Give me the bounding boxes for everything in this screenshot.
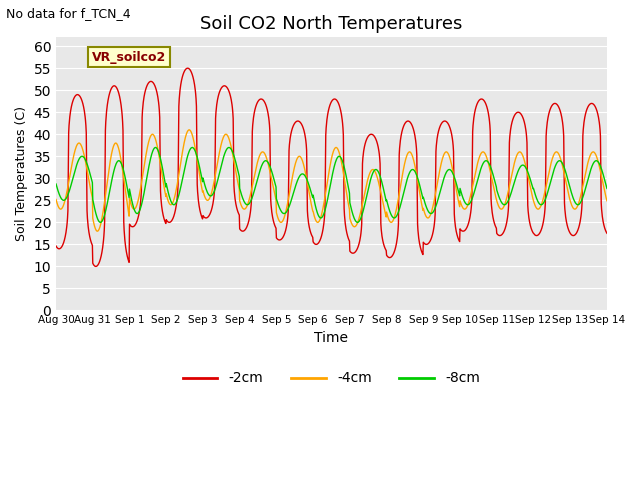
-4cm: [603, 198, 611, 204]
-8cm: [603, 186, 611, 192]
-4cm: [174, 177, 182, 182]
-8cm: [417, 186, 424, 192]
Text: No data for f_TCN_4: No data for f_TCN_4: [6, 7, 131, 20]
-2cm: [417, 245, 424, 251]
-8cm: [52, 181, 60, 187]
-4cm: [186, 127, 193, 133]
Line: -8cm: -8cm: [56, 147, 607, 222]
Text: VR_soilco2: VR_soilco2: [92, 50, 166, 63]
Line: -4cm: -4cm: [56, 130, 607, 231]
-2cm: [282, 225, 290, 230]
-8cm: [555, 158, 563, 164]
Legend: -2cm, -4cm, -8cm: -2cm, -4cm, -8cm: [177, 366, 486, 391]
-8cm: [282, 209, 290, 215]
-8cm: [97, 219, 104, 225]
-8cm: [152, 144, 159, 150]
-8cm: [269, 173, 276, 179]
-8cm: [508, 190, 515, 195]
-4cm: [555, 151, 563, 157]
-4cm: [93, 228, 101, 234]
-2cm: [174, 181, 182, 187]
-2cm: [52, 243, 60, 249]
-2cm: [92, 264, 100, 269]
-4cm: [417, 195, 424, 201]
-4cm: [52, 197, 60, 203]
-4cm: [508, 174, 515, 180]
X-axis label: Time: Time: [314, 331, 349, 345]
-2cm: [508, 122, 515, 128]
Y-axis label: Soil Temperatures (C): Soil Temperatures (C): [15, 107, 28, 241]
-8cm: [175, 193, 182, 199]
-4cm: [282, 206, 290, 212]
-2cm: [184, 65, 191, 71]
-2cm: [555, 104, 563, 110]
Line: -2cm: -2cm: [56, 68, 607, 266]
-2cm: [269, 216, 276, 222]
-4cm: [269, 183, 276, 189]
Title: Soil CO2 North Temperatures: Soil CO2 North Temperatures: [200, 15, 463, 33]
-2cm: [603, 230, 611, 236]
